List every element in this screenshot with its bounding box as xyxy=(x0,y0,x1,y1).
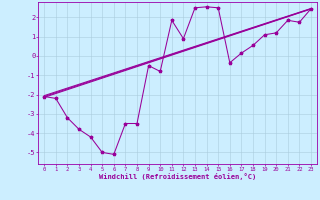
X-axis label: Windchill (Refroidissement éolien,°C): Windchill (Refroidissement éolien,°C) xyxy=(99,173,256,180)
